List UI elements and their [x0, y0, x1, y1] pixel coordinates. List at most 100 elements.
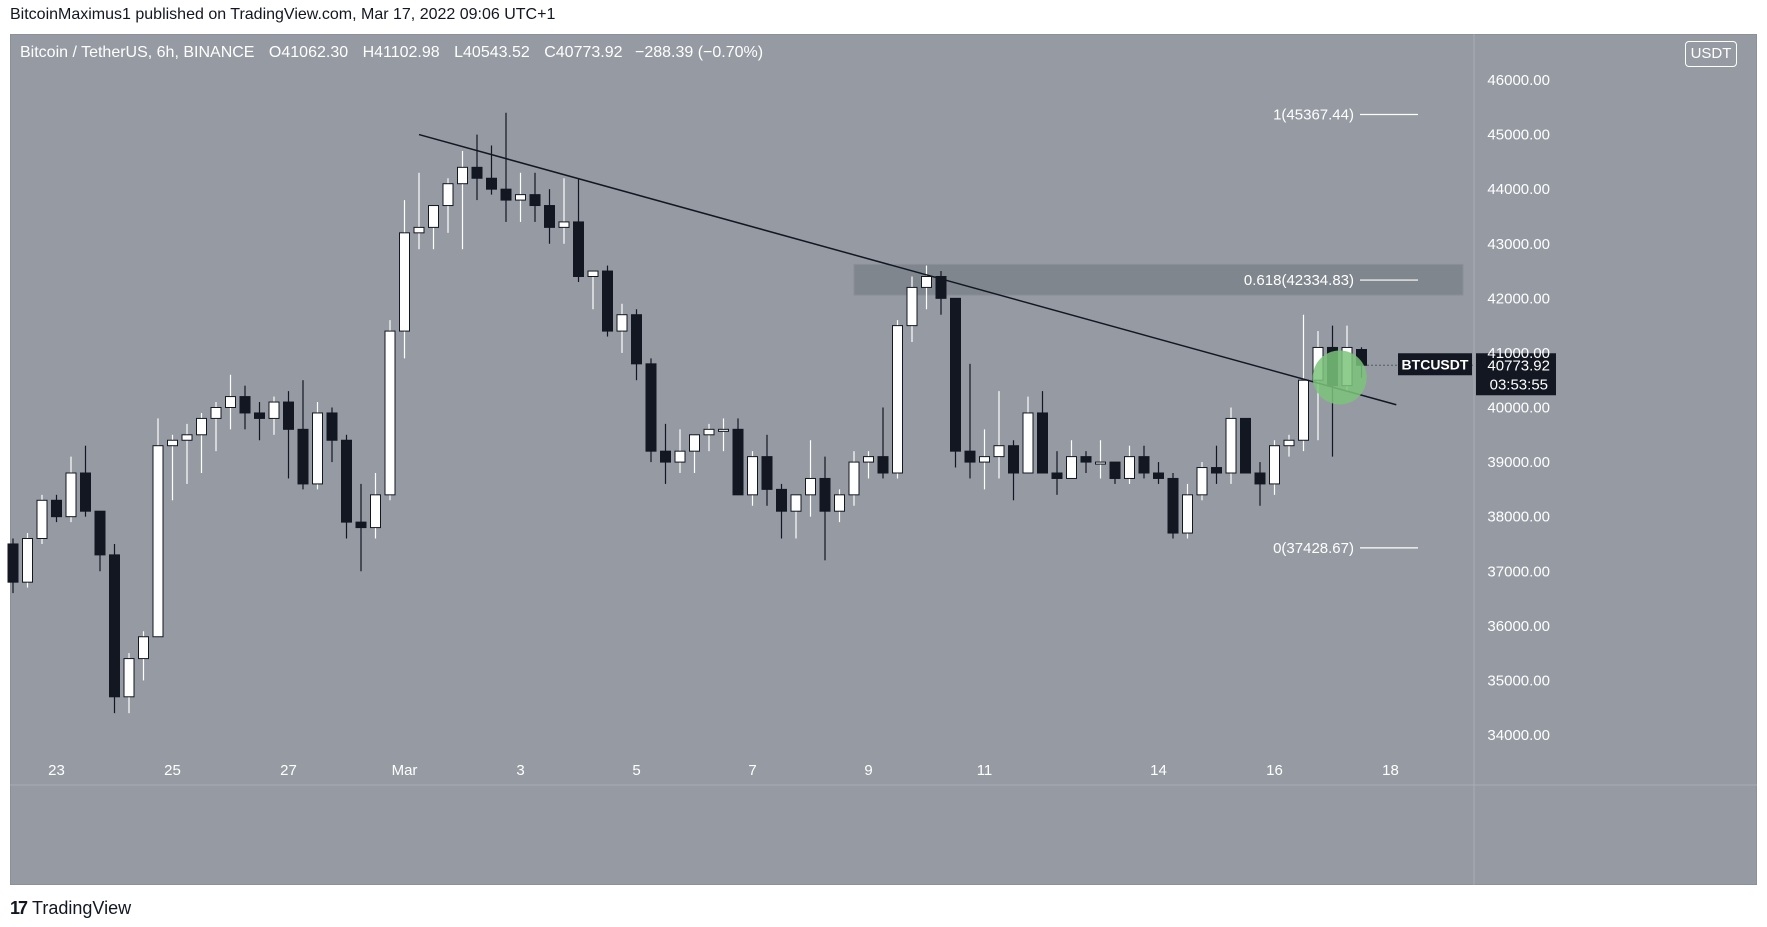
candle-body	[1051, 472, 1063, 479]
candle-body	[732, 428, 744, 496]
candle	[1283, 434, 1295, 457]
candle-body	[312, 412, 323, 485]
candle	[993, 391, 1005, 479]
low-value: 40543.52	[463, 44, 530, 61]
candle-body	[428, 205, 439, 228]
currency-button[interactable]: USDT	[1685, 41, 1737, 67]
candle-body	[399, 232, 410, 332]
candle-body	[834, 494, 845, 512]
candle-body	[718, 428, 729, 432]
candle	[341, 434, 352, 539]
fib-level-label: 0(37428.67)	[1273, 540, 1354, 557]
candle	[950, 297, 961, 468]
x-tick-label: 11	[977, 762, 993, 779]
candle	[326, 407, 338, 463]
candle	[747, 451, 758, 506]
change-value: −288.39 (−0.70%)	[634, 44, 764, 61]
candle	[732, 418, 744, 496]
candle	[384, 320, 396, 501]
candle	[94, 510, 106, 572]
candle-body	[210, 407, 222, 419]
candle	[210, 402, 222, 452]
candle	[254, 402, 265, 441]
candle	[819, 456, 831, 561]
candle-body	[500, 188, 512, 201]
low-label: L	[454, 44, 464, 61]
candle-body	[326, 412, 338, 441]
y-tick-label: 38000.00	[1487, 509, 1550, 526]
candle	[109, 543, 120, 714]
candle	[1138, 445, 1150, 479]
fib-level-label: 1(45367.44)	[1273, 107, 1354, 124]
candle-body	[660, 450, 671, 463]
candle-body	[268, 401, 280, 419]
price-tag-value: 40773.92	[1487, 357, 1550, 374]
candle-body	[544, 205, 555, 228]
candle	[790, 494, 802, 539]
candle-body	[36, 499, 48, 539]
candle-body	[1080, 456, 1092, 463]
candle-body	[94, 510, 106, 556]
candle-body	[1298, 379, 1309, 441]
candle	[645, 358, 657, 463]
candle-body	[921, 276, 932, 288]
candle-body	[761, 456, 773, 490]
x-tick-label: 27	[280, 762, 297, 779]
candle	[312, 402, 323, 490]
open-value: 41062.30	[281, 44, 349, 61]
high-value: 41102.98	[374, 44, 440, 61]
symbol-tag-label: BTCUSDT	[1402, 356, 1469, 372]
candle	[718, 418, 729, 452]
candle	[892, 320, 903, 479]
candle	[1051, 451, 1063, 495]
candle	[413, 172, 425, 250]
candle-body	[442, 183, 454, 207]
candle-body	[181, 434, 193, 441]
candle-body	[254, 412, 265, 419]
candle	[1167, 473, 1179, 539]
x-tick-label: 3	[516, 762, 524, 779]
candle	[1066, 440, 1077, 479]
candle	[964, 363, 976, 479]
candle	[399, 200, 410, 359]
candle-body	[239, 396, 251, 414]
x-tick-label: Mar	[392, 762, 418, 779]
price-tag	[1476, 353, 1556, 396]
candle-body	[80, 472, 91, 512]
y-tick-label: 43000.00	[1487, 236, 1550, 253]
candle	[602, 265, 613, 337]
tradingview-logo-icon: 17	[10, 898, 28, 918]
candle-body	[471, 166, 483, 179]
candle-body	[341, 439, 352, 523]
high-label: H	[362, 44, 375, 61]
x-tick-label: 23	[48, 762, 65, 779]
candle	[486, 145, 497, 195]
symbol-title: Bitcoin / TetherUS, 6h, BINANCE	[20, 44, 255, 61]
y-tick-label: 39000.00	[1487, 454, 1550, 471]
candle-body	[790, 494, 802, 512]
candle-body	[1066, 456, 1077, 479]
candle	[1008, 440, 1019, 501]
candle-body	[1153, 472, 1164, 479]
candle-body	[1254, 472, 1266, 485]
y-tick-label: 37000.00	[1487, 563, 1550, 580]
candle	[573, 178, 584, 282]
candle	[355, 483, 367, 572]
tradingview-brand[interactable]: TradingView	[32, 898, 132, 918]
candle	[152, 418, 164, 638]
x-tick-label: 5	[632, 762, 640, 779]
candle	[834, 489, 845, 523]
candle	[877, 407, 889, 479]
candle	[761, 434, 773, 506]
candle-body	[1225, 417, 1237, 474]
candle	[167, 434, 178, 501]
candle-body	[413, 226, 425, 234]
candle-body	[674, 450, 686, 463]
breakout-highlight-circle	[1312, 350, 1367, 405]
close-label: C	[544, 44, 556, 61]
candle-body	[529, 194, 541, 207]
x-tick-label: 25	[164, 762, 181, 779]
candle-body	[805, 477, 816, 496]
candle	[631, 309, 642, 381]
